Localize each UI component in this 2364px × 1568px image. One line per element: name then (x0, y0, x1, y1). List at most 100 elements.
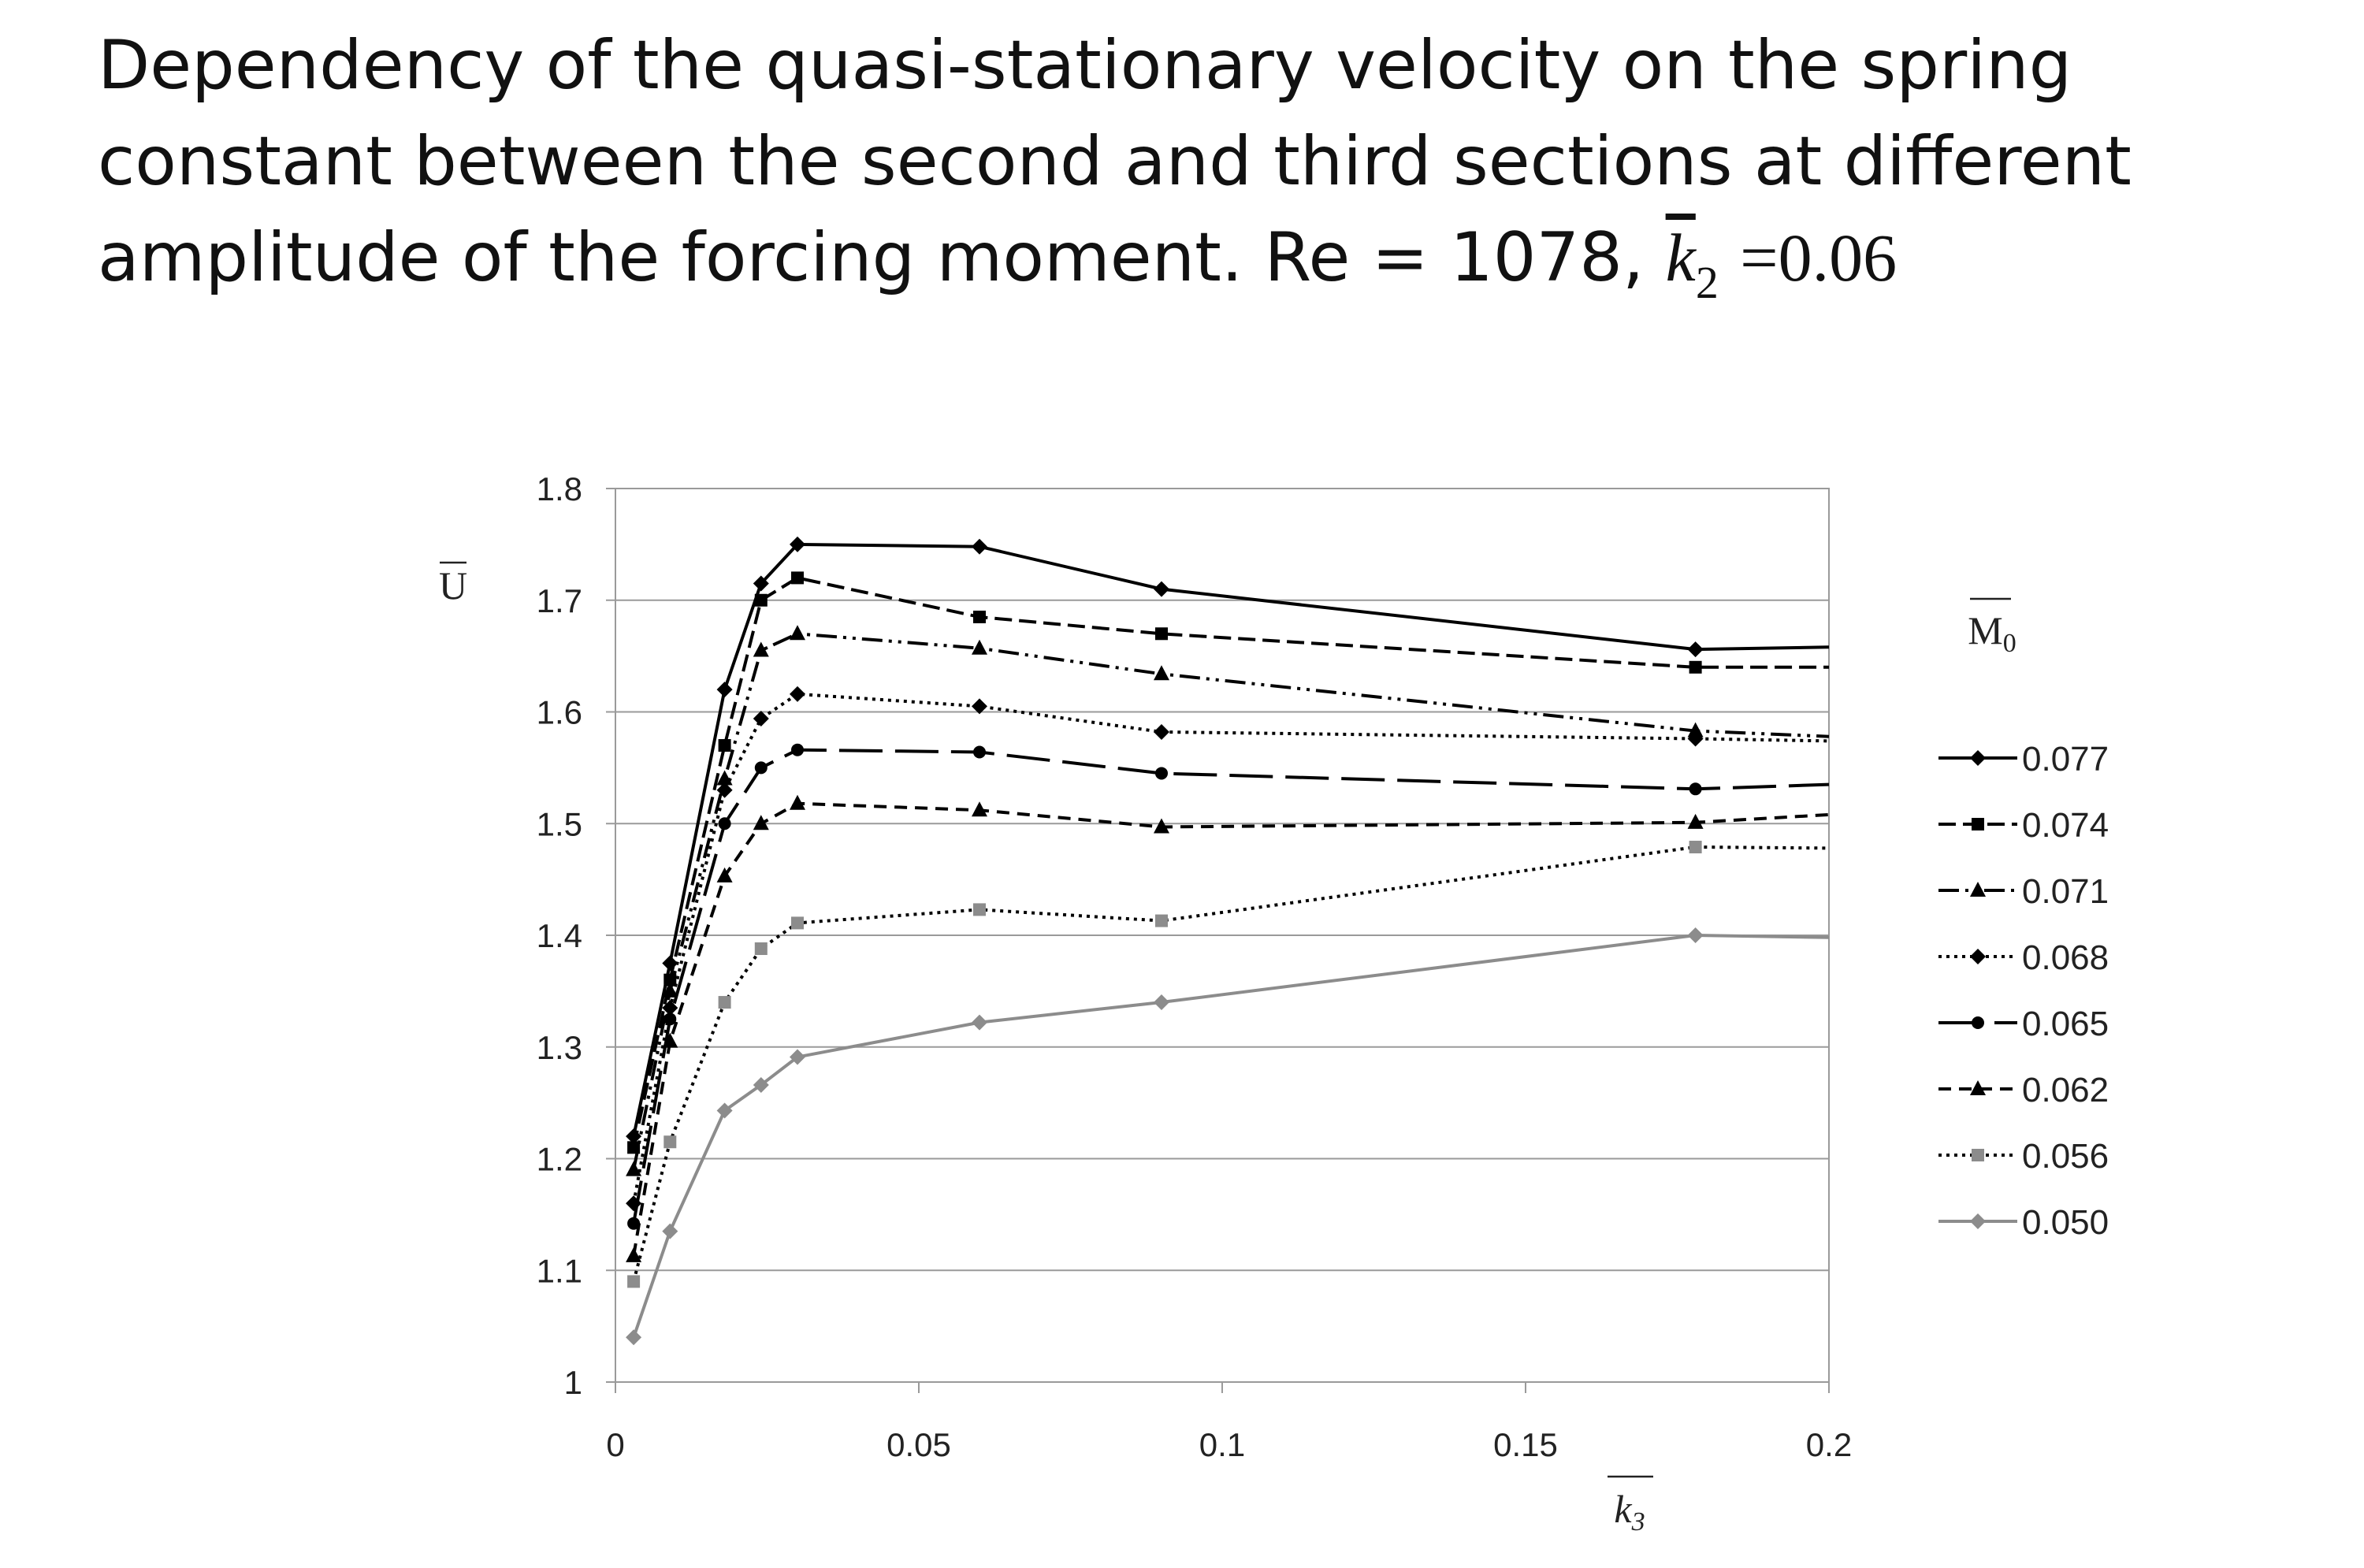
data-point (1154, 665, 1169, 681)
data-point (626, 1329, 642, 1346)
data-point (716, 1102, 733, 1119)
axes: 1 1.1 1.2 1.3 1.4 1.5 1.6 1.7 1.8 0 0.05 0.1 0.15 0.2 (537, 470, 1853, 1463)
data-point (663, 1135, 677, 1149)
data-point (1154, 994, 1169, 1011)
data-point (972, 538, 987, 555)
k2-symbol: k (1665, 220, 1696, 295)
legend-title: M0 (1968, 608, 2016, 658)
series-0.065 (627, 743, 1830, 1230)
x-tick-label: 0.05 (886, 1426, 951, 1463)
data-point (1687, 722, 1704, 738)
legend-entry: 0.065 (1938, 1005, 2109, 1043)
legend-marker (1970, 949, 1986, 964)
legend-entry: 0.062 (1938, 1071, 2109, 1109)
data-point (1155, 627, 1168, 641)
series-line (632, 845, 1830, 1282)
data-point (790, 686, 805, 702)
legend-marker (1972, 1149, 1984, 1161)
data-point (972, 1014, 987, 1031)
data-point (718, 817, 731, 830)
chart-title: Dependency of the quasi-stationary veloc… (98, 17, 2304, 331)
y-axis-title: U (439, 563, 467, 608)
data-point (1154, 818, 1169, 834)
legend-entry: 0.077 (1938, 740, 2109, 778)
series-0.062 (626, 794, 1830, 1262)
series-line (632, 576, 1829, 1148)
k2-value: =0.06 (1740, 220, 1898, 295)
gridlines (615, 488, 1829, 1272)
y-tick-label: 1.8 (537, 470, 582, 507)
data-point (662, 1032, 678, 1048)
y-tick-label: 1.5 (537, 805, 582, 842)
data-point (1689, 660, 1702, 674)
data-point (627, 1217, 641, 1230)
data-point (790, 794, 805, 810)
legend-marker (1972, 1016, 1984, 1029)
data-point (972, 698, 987, 715)
data-point (790, 1049, 805, 1065)
legend-marker (1970, 1080, 1986, 1095)
data-point (1687, 813, 1704, 829)
legend-entry: 0.071 (1938, 872, 2109, 911)
data-point (1689, 782, 1702, 796)
legend-marker (1970, 882, 1986, 897)
data-point (1689, 841, 1702, 854)
data-point (1155, 914, 1168, 927)
data-point (972, 801, 987, 817)
y-tick-label: 1.3 (537, 1029, 582, 1066)
data-point (716, 682, 733, 698)
legend-entry: 0.050 (1938, 1203, 2109, 1242)
legend-label: 0.062 (2022, 1071, 2109, 1109)
data-point (754, 942, 768, 956)
data-point (663, 1013, 677, 1026)
data-point (753, 575, 769, 592)
series-0.074 (627, 571, 1829, 1154)
data-point (973, 745, 986, 759)
data-point (1154, 581, 1169, 597)
legend-marker (1972, 818, 1984, 830)
data-point (791, 571, 804, 585)
legend: 0.077 0.074 0.071 0.068 0.065 0.062 0.056 0.050 (1938, 740, 2109, 1242)
data-point (716, 867, 733, 882)
data-point (791, 916, 804, 930)
x-axis-title: k3 (1614, 1487, 1645, 1536)
legend-entry: 0.068 (1938, 938, 2109, 977)
title-text: Dependency of the quasi-stationary veloc… (98, 26, 2132, 297)
data-point (790, 625, 805, 641)
series-line (632, 692, 1830, 1204)
series-line (632, 933, 1830, 1338)
y-tick-label: 1.1 (537, 1252, 582, 1289)
data-point (753, 641, 769, 657)
series-0.077 (626, 536, 1830, 1145)
series-line (632, 801, 1830, 1257)
data-point (627, 1275, 641, 1288)
data-point (753, 711, 769, 727)
y-tick-label: 1.2 (537, 1141, 582, 1178)
k2-subscript: 2 (1695, 257, 1719, 308)
data-point (1687, 927, 1704, 943)
legend-entry: 0.074 (1938, 806, 2109, 845)
data-point (662, 1223, 678, 1239)
series-0.068 (626, 686, 1830, 1212)
data-point (718, 739, 731, 752)
data-point (662, 1000, 678, 1016)
data-point (626, 1161, 642, 1176)
data-point (973, 903, 986, 916)
x-tick-label: 0.2 (1806, 1426, 1852, 1463)
series-0.050 (626, 927, 1830, 1346)
legend-label: 0.068 (2022, 938, 2109, 977)
data-point (716, 770, 733, 786)
data-point (754, 761, 768, 775)
y-tick-label: 1.7 (537, 582, 582, 619)
legend-label: 0.056 (2022, 1137, 2109, 1176)
data-point (662, 955, 678, 972)
x-tick-label: 0.1 (1199, 1426, 1245, 1463)
x-tick-label: 0 (606, 1426, 624, 1463)
legend-entry: 0.056 (1938, 1137, 2109, 1176)
y-tick-label: 1.6 (537, 694, 582, 731)
data-point (1155, 767, 1168, 780)
data-point (973, 611, 986, 624)
legend-marker (1970, 1213, 1986, 1229)
data-point (753, 815, 769, 830)
